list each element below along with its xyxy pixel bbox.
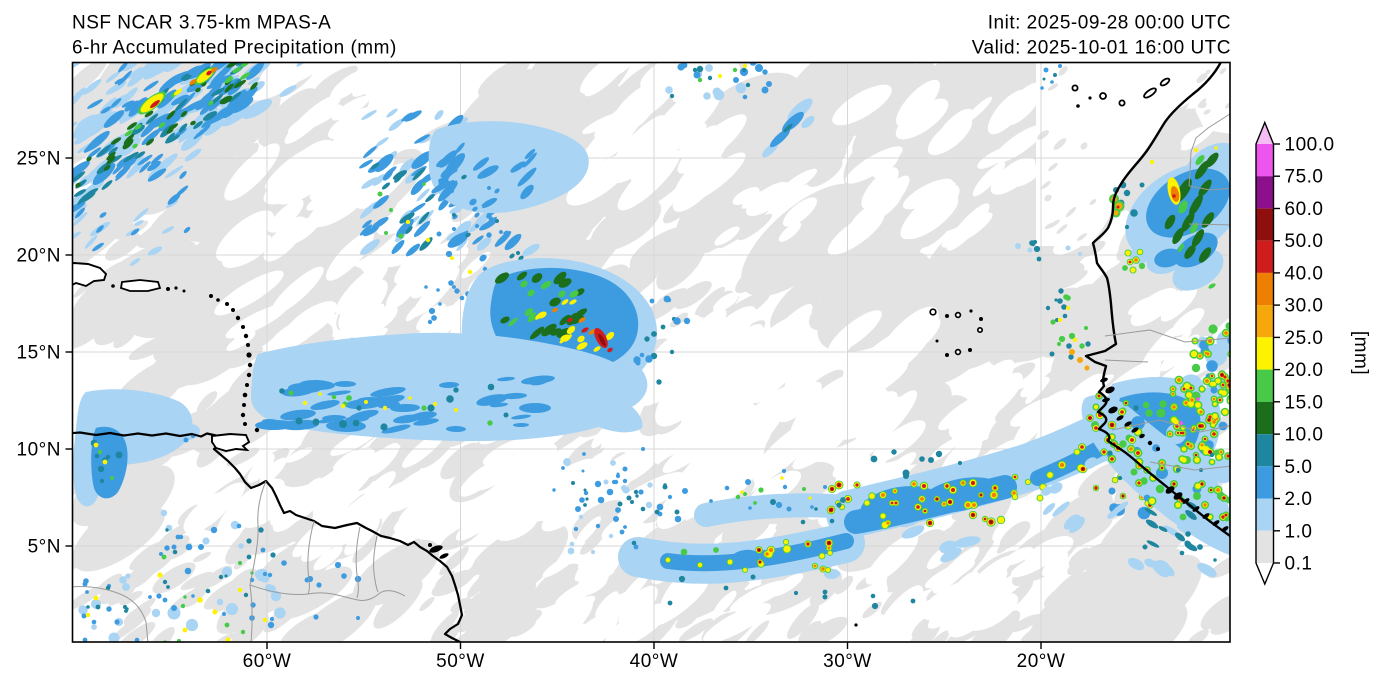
svg-text:20°W: 20°W	[1017, 651, 1066, 672]
svg-text:10°N: 10°N	[17, 440, 61, 461]
svg-text:1.0: 1.0	[1285, 521, 1313, 542]
svg-text:Valid: 2025-10-01 16:00 UTC: Valid: 2025-10-01 16:00 UTC	[972, 38, 1231, 59]
svg-text:5°N: 5°N	[28, 537, 61, 558]
svg-text:10.0: 10.0	[1285, 425, 1324, 446]
svg-text:15°N: 15°N	[17, 343, 61, 364]
svg-text:NSF NCAR 3.75-km MPAS-A: NSF NCAR 3.75-km MPAS-A	[72, 13, 331, 34]
svg-text:100.0: 100.0	[1285, 135, 1335, 156]
svg-text:6-hr Accumulated Precipitation: 6-hr Accumulated Precipitation (mm)	[72, 38, 397, 59]
svg-text:2.0: 2.0	[1285, 489, 1313, 510]
svg-text:15.0: 15.0	[1285, 392, 1324, 413]
svg-text:75.0: 75.0	[1285, 167, 1324, 188]
svg-text:25.0: 25.0	[1285, 328, 1324, 349]
svg-text:50°W: 50°W	[436, 651, 485, 672]
svg-text:20°N: 20°N	[17, 246, 61, 267]
svg-text:40°W: 40°W	[630, 651, 679, 672]
svg-text:Init: 2025-09-28 00:00 UTC: Init: 2025-09-28 00:00 UTC	[988, 13, 1231, 34]
svg-text:25°N: 25°N	[17, 149, 61, 170]
svg-text:0.1: 0.1	[1285, 554, 1313, 575]
svg-text:20.0: 20.0	[1285, 360, 1324, 381]
svg-text:30.0: 30.0	[1285, 296, 1324, 317]
svg-text:[mm]: [mm]	[1350, 331, 1371, 375]
svg-text:60.0: 60.0	[1285, 199, 1324, 220]
svg-text:5.0: 5.0	[1285, 457, 1313, 478]
svg-text:40.0: 40.0	[1285, 263, 1324, 284]
svg-text:50.0: 50.0	[1285, 231, 1324, 252]
svg-text:30°W: 30°W	[823, 651, 872, 672]
svg-text:60°W: 60°W	[243, 651, 292, 672]
